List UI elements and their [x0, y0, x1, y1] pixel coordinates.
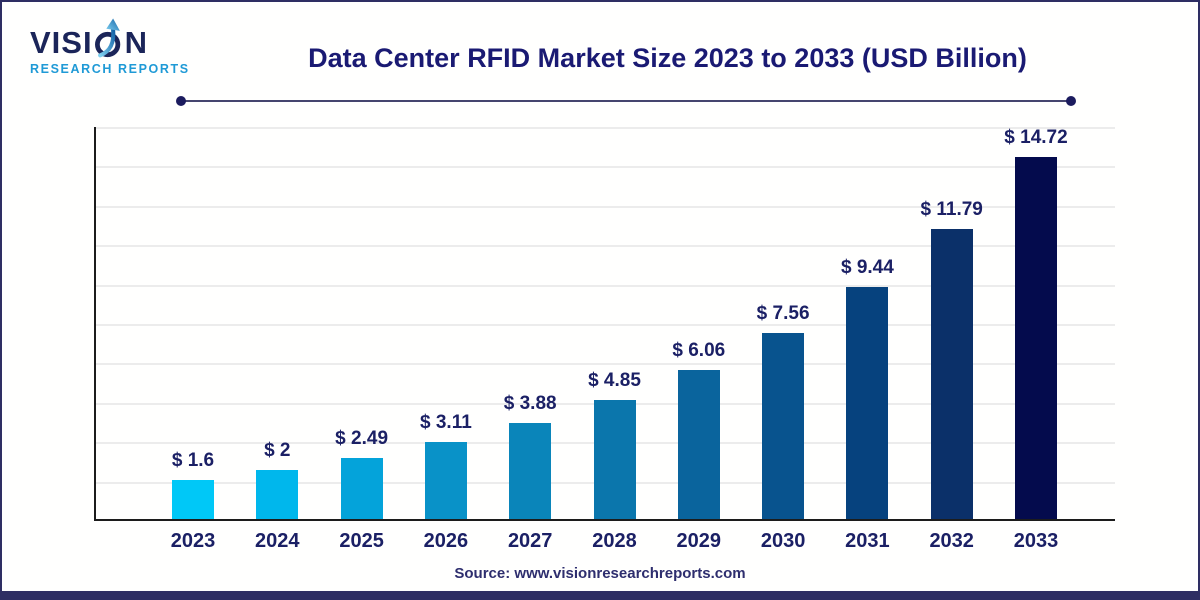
bar-2027 [509, 423, 552, 519]
logo-swoosh-o-icon [94, 18, 120, 58]
bar-value-label-2023: $ 1.6 [171, 449, 215, 471]
bar-value-label-2028: $ 4.85 [588, 369, 641, 391]
divider-dot-left [176, 96, 186, 106]
bar-2029 [677, 369, 720, 519]
bar-value-label-2030: $ 7.56 [756, 302, 810, 324]
logo-text-suffix: N [124, 25, 148, 60]
x-tick-2033: 2033 [1013, 530, 1059, 552]
gridline [96, 127, 1115, 129]
title-underline [176, 96, 1076, 106]
x-tick-2029: 2029 [676, 530, 722, 552]
logo-text-prefix: VISI [30, 25, 93, 60]
plot-area: $ 1.6 2023 $ 2 2024 $ 2.49 2025 $ 3.11 2026 $ 3.… [94, 126, 1115, 552]
gridline [96, 245, 1115, 248]
x-tick-2027: 2027 [507, 530, 553, 552]
bar-2031 [846, 286, 889, 519]
bar-2026 [424, 442, 467, 519]
gridline [96, 284, 1115, 287]
x-tick-2023: 2023 [170, 530, 216, 552]
bar-2025 [340, 457, 383, 519]
x-tick-2030: 2030 [760, 530, 806, 552]
bar-2032 [930, 228, 973, 519]
bar-2024 [256, 469, 299, 519]
x-tick-2032: 2032 [929, 530, 974, 552]
gridline [96, 363, 1115, 366]
chart-title: Data Center RFID Market Size 2023 to 203… [308, 43, 1027, 73]
bar-2023 [172, 479, 214, 519]
x-tick-2025: 2025 [339, 530, 384, 552]
divider-dot-right [1066, 96, 1076, 106]
gridline [96, 166, 1115, 169]
bar-2030 [762, 332, 805, 519]
bar-value-label-2032: $ 11.79 [920, 198, 983, 220]
bar-value-label-2031: $ 9.44 [840, 256, 894, 278]
bar-value-label-2027: $ 3.88 [503, 393, 557, 415]
bar-value-label-2029: $ 6.06 [672, 339, 726, 361]
x-tick-2024: 2024 [255, 530, 300, 552]
logo-subtitle: RESEARCH REPORTS [30, 62, 190, 76]
bar-value-label-2024: $ 2 [264, 439, 291, 461]
bar-2033 [1015, 156, 1057, 519]
bar-value-label-2033: $ 14.72 [1004, 126, 1068, 148]
gridline [96, 205, 1115, 208]
gridline [96, 324, 1115, 326]
bar-value-label-2025: $ 2.49 [335, 427, 389, 449]
bar-value-label-2026: $ 3.11 [420, 412, 472, 434]
bar-2028 [593, 399, 636, 519]
x-tick-2031: 2031 [845, 530, 890, 552]
vision-research-reports-logo: VISI N RESEARCH REPORTS [30, 18, 190, 76]
source-line: Source: www.visionresearchreports.com [454, 565, 746, 582]
x-tick-2026: 2026 [423, 530, 469, 552]
bottom-accent-strip [2, 591, 1198, 598]
x-tick-2028: 2028 [592, 530, 637, 552]
